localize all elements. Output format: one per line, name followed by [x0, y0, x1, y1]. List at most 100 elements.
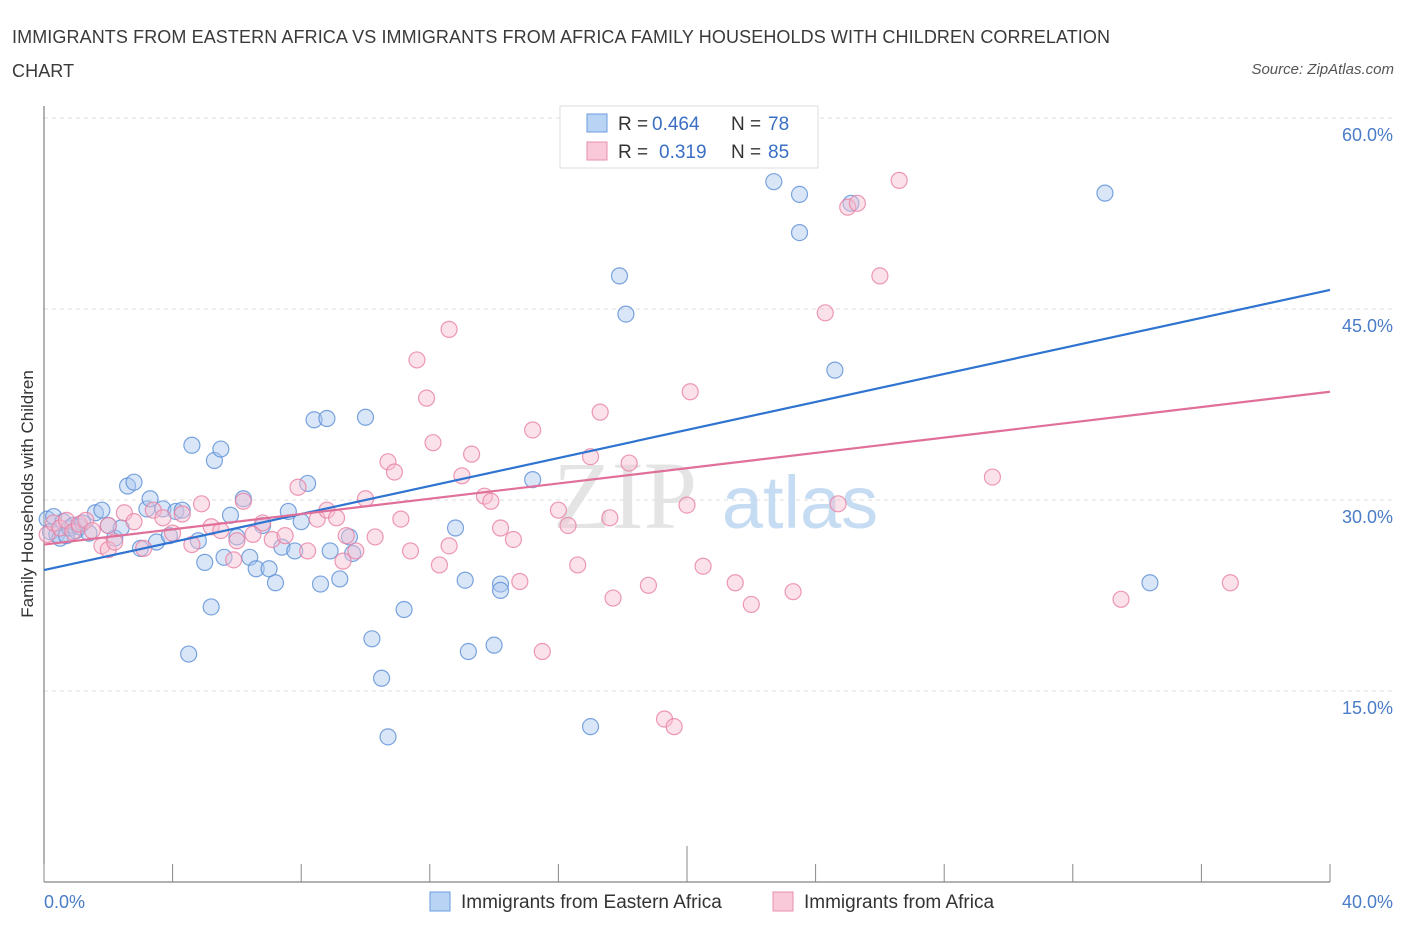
- africa-point: [816, 304, 834, 322]
- africa-point: [401, 542, 420, 560]
- eastern-africa-point: [196, 553, 214, 571]
- eastern-africa-point: [581, 718, 600, 736]
- legend-n-label-2: N =: [731, 142, 761, 163]
- eastern-africa-point: [286, 542, 304, 560]
- eastern-africa-point: [524, 471, 542, 489]
- africa-point: [244, 525, 262, 543]
- eastern-africa-point: [321, 542, 339, 560]
- chart-title: IMMIGRANTS FROM EASTERN AFRICA VS IMMIGR…: [12, 27, 1111, 81]
- africa-point: [681, 383, 699, 401]
- eastern-africa-point: [215, 548, 233, 566]
- africa-point: [511, 572, 529, 591]
- africa-point: [839, 198, 857, 216]
- africa-point: [289, 478, 307, 496]
- watermark-atlas: atlas: [722, 461, 878, 544]
- africa-point: [366, 528, 384, 546]
- eastern-africa-point: [212, 440, 230, 458]
- eastern-africa-point: [379, 728, 397, 746]
- bottom-legend-label-eastern-africa: Immigrants from Eastern Africa: [461, 892, 722, 913]
- africa-point: [482, 492, 500, 510]
- eastern-africa-point: [395, 600, 413, 619]
- y-tick-label-15: 15.0%: [1342, 698, 1393, 718]
- africa-point: [347, 542, 365, 560]
- eastern-africa-point: [456, 571, 474, 589]
- eastern-africa-point: [247, 560, 265, 578]
- eastern-africa-point: [372, 669, 391, 687]
- africa-point: [591, 403, 609, 421]
- africa-point: [784, 583, 802, 601]
- eastern-africa-point: [180, 645, 198, 663]
- y-axis-label: Family Households with Children: [18, 370, 37, 618]
- legend-swatch-pink: [586, 141, 608, 161]
- africa-point: [533, 642, 551, 661]
- africa-point: [726, 574, 744, 592]
- legend-r-label-2: R =: [618, 142, 648, 163]
- africa-point: [491, 519, 510, 537]
- eastern-africa-point: [1096, 184, 1114, 202]
- eastern-africa-point: [183, 436, 201, 454]
- africa-point: [1112, 590, 1130, 608]
- africa-point: [694, 557, 712, 575]
- y-tick-label-30: 30.0%: [1342, 507, 1393, 527]
- africa-point: [225, 551, 243, 569]
- africa-point: [77, 511, 95, 529]
- africa-point: [665, 718, 683, 736]
- eastern-africa-point: [93, 501, 111, 519]
- africa-point: [83, 521, 101, 540]
- africa-point: [228, 532, 246, 550]
- africa-point: [417, 389, 436, 407]
- eastern-africa-point: [363, 630, 381, 648]
- africa-point: [604, 589, 622, 607]
- eastern-africa-point: [1141, 574, 1159, 592]
- africa-point: [334, 552, 352, 570]
- africa-point: [569, 556, 587, 574]
- legend-n-value-1: 78: [768, 114, 789, 135]
- africa-point: [871, 267, 889, 285]
- africa-point: [524, 421, 542, 439]
- legend-r-value-2: 0.319: [659, 142, 707, 163]
- eastern-africa-point: [356, 408, 375, 426]
- africa-point: [276, 527, 294, 545]
- africa-point: [890, 171, 908, 189]
- eastern-africa-point: [331, 570, 349, 588]
- eastern-africa-point: [260, 560, 278, 578]
- africa-point: [337, 527, 355, 545]
- africa-point: [392, 510, 410, 528]
- y-tick-label-45: 45.0%: [1342, 316, 1393, 336]
- africa-point: [379, 453, 397, 471]
- eastern-africa-point: [765, 173, 783, 191]
- africa-point: [742, 595, 760, 614]
- africa-point: [192, 495, 211, 513]
- africa-point: [106, 533, 124, 551]
- x-axis-ticks: [43, 846, 1331, 882]
- eastern-africa-point: [311, 575, 330, 593]
- eastern-africa-point: [826, 361, 844, 379]
- africa-point: [299, 542, 317, 560]
- legend-swatch-blue: [586, 113, 608, 133]
- africa-point: [549, 501, 568, 519]
- africa-point: [385, 463, 404, 481]
- africa-point: [829, 495, 847, 513]
- eastern-africa-point: [173, 501, 191, 519]
- eastern-africa-point: [790, 185, 809, 203]
- africa-point: [125, 513, 143, 531]
- africa-point: [183, 535, 201, 554]
- africa-point: [462, 445, 481, 463]
- africa-point: [154, 509, 172, 527]
- africa-point: [678, 496, 696, 514]
- eastern-africa-point: [299, 474, 317, 493]
- eastern-africa-point: [491, 575, 510, 593]
- x-tick-label-min: 0.0%: [44, 892, 85, 912]
- eastern-africa-point: [485, 636, 503, 654]
- africa-point: [440, 320, 458, 338]
- y-tick-labels: 15.0% 30.0% 45.0% 60.0%: [1342, 125, 1393, 718]
- series-africa-points: [38, 171, 1239, 736]
- watermark-zip: ZIP: [553, 442, 697, 549]
- eastern-africa-point: [617, 305, 635, 323]
- africa-point: [601, 509, 619, 527]
- legend-n-label-1: N =: [731, 114, 761, 135]
- eastern-africa-point: [610, 267, 629, 285]
- africa-point: [234, 492, 252, 510]
- eastern-africa-point: [459, 642, 477, 661]
- grid-lines: [44, 117, 1393, 692]
